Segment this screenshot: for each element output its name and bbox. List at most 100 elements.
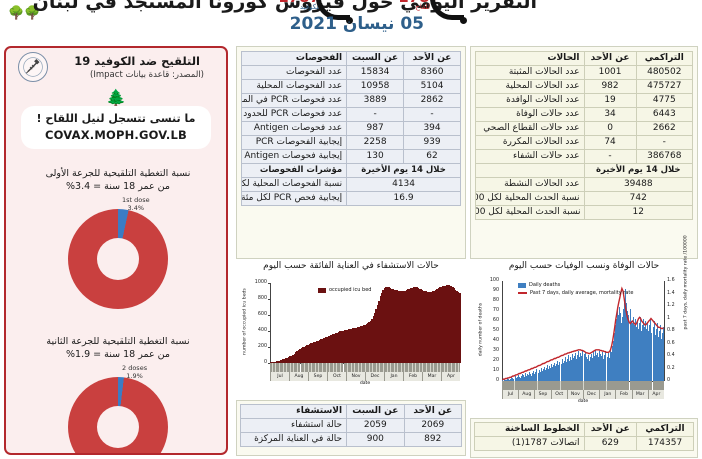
icu-data-bar (410, 288, 413, 363)
deaths-y-tick-right: 0.8 (667, 328, 675, 333)
deaths-x-daytick (652, 381, 654, 390)
deaths-legend-linemark (518, 292, 527, 294)
deaths-x-daytick (604, 381, 606, 390)
deaths-y-axis-right (664, 281, 665, 381)
icu-x-daytick (294, 363, 297, 372)
icu-x-daytick (335, 363, 337, 372)
icu-x-daytick (340, 363, 343, 372)
deaths-x-daytick (616, 381, 618, 390)
deaths-x-daytick (587, 381, 589, 390)
deaths-data-bar (532, 373, 534, 381)
icu-x-daytick (339, 363, 341, 372)
icu-data-bar (419, 289, 422, 363)
icu-x-daytick (441, 363, 444, 372)
deaths-data-bar (547, 369, 549, 381)
deaths-data-bar (562, 363, 564, 381)
cases-cell-sunday: 0 (583, 121, 637, 136)
icu-data-bar (354, 327, 357, 363)
deaths-data-bar (535, 372, 537, 381)
icu-data-bar (318, 339, 321, 363)
deaths-x-daytick (570, 381, 572, 390)
table-row: 939 2258 إيجابية الفحوصات PCR (240, 135, 461, 150)
dose1-donut-label: 1st dose 3.4% (122, 196, 150, 212)
deaths-data-bar (527, 374, 528, 381)
deaths-x-daytick (528, 381, 530, 390)
phone-hook-dot-1 (346, 17, 353, 24)
icu-data-bar (324, 337, 327, 363)
deaths-x-daytick (572, 381, 574, 390)
icu-data-bar (376, 305, 379, 363)
tests-table-panel: عن الأحد عن السبت الفحوصات 8360 15834 عدد … (236, 46, 466, 259)
cases-cell-cumulative: 386768 (635, 149, 694, 164)
table-row: - - عدد فحوصات PCR للحدود (240, 107, 461, 122)
icu-data-bar (351, 328, 354, 363)
tests-indicator-label: إيجابية فحص PCR لكل مئة فحص (240, 191, 348, 206)
icu-data-bar (422, 290, 425, 363)
deaths-data-bar (511, 377, 513, 381)
icu-data-bar (415, 287, 418, 363)
icu-y-tick: 600 (257, 312, 267, 317)
icu-x-daytick (311, 363, 313, 372)
icu-y-tick: 200 (257, 344, 267, 349)
cases-indicator-label: عدد الحالات النشطة (475, 177, 585, 192)
icu-data-bar (307, 344, 310, 363)
deaths-x-daytick (503, 381, 505, 390)
cedar-icon: 🌳🌳 (8, 6, 41, 21)
icu-data-bar (335, 333, 338, 363)
icu-data-bar (347, 329, 350, 363)
icu-x-daytick (453, 363, 455, 372)
icu-x-daytick (433, 363, 436, 372)
deaths-data-bar (567, 355, 569, 381)
deaths-x-daytick (651, 381, 653, 390)
icu-data-bar (392, 289, 395, 363)
icu-x-daytick (367, 363, 369, 372)
deaths-x-daytick (599, 381, 601, 390)
icu-data-bar (286, 357, 289, 363)
icu-x-daytick (407, 363, 409, 372)
deaths-x-daytick (611, 381, 613, 390)
icu-y-tick: 1000 (254, 280, 267, 285)
deaths-x-daytick (564, 381, 566, 390)
hotline-cell-cumulative: 174357 (636, 436, 694, 451)
icu-x-daytick (396, 363, 398, 372)
icu-data-bar (274, 361, 277, 363)
deaths-data-bar (638, 323, 640, 381)
table-row: 174357 629 اتصالات 1787(1) (474, 436, 694, 451)
icu-x-daytick (286, 363, 289, 372)
deaths-x-daytick (658, 381, 660, 390)
icu-data-bar (457, 292, 460, 363)
deaths-data-bar (584, 352, 586, 381)
icu-x-daytick (387, 363, 390, 372)
icu-x-daytick (436, 363, 438, 372)
deaths-x-daytick (650, 381, 652, 390)
icu-data-bar (429, 291, 432, 363)
icu-data-bar (428, 291, 431, 363)
icu-x-daytick (364, 363, 366, 372)
deaths-x-daytick (636, 381, 638, 390)
cases-cell-label: عدد حالات القطاع الصحي (475, 121, 585, 136)
icu-y-axis-label: number of occupied icu beds (242, 288, 248, 355)
icu-x-monthtick: Oct (327, 372, 346, 381)
icu-data-bar (367, 323, 370, 363)
deaths-data-bar (564, 357, 566, 381)
icu-x-daytick (326, 363, 329, 372)
deaths-data-bar (606, 357, 608, 381)
cases-cell-label: عدد الحالات الوافدة (475, 93, 585, 108)
deaths-data-bar (629, 309, 631, 381)
registration-url[interactable]: COVAX.MOPH.GOV.LB (45, 128, 187, 142)
deaths-y-tick-left: 40 (492, 338, 499, 343)
tests-col-saturday: عن السبت (346, 51, 405, 66)
hosp-cell-label: حالة في العناية المركزة (239, 432, 348, 447)
icu-x-daytick (417, 363, 419, 372)
icu-y-tick: 400 (257, 328, 267, 333)
icu-data-bar (288, 357, 290, 363)
icu-x-daytick (342, 363, 344, 372)
deaths-y-tick-right: 0 (667, 378, 671, 383)
icu-y-tickmark (268, 331, 270, 332)
deaths-data-bar (582, 350, 584, 381)
table-section-row: خلال 14 يوم الأخيرة مؤشرات الفحوصات (240, 163, 461, 178)
deaths-data-bar (554, 363, 556, 381)
icu-data-bar (423, 291, 426, 363)
deaths-x-daytick (643, 381, 645, 390)
dose1-series-value: 3.4% (127, 203, 145, 212)
